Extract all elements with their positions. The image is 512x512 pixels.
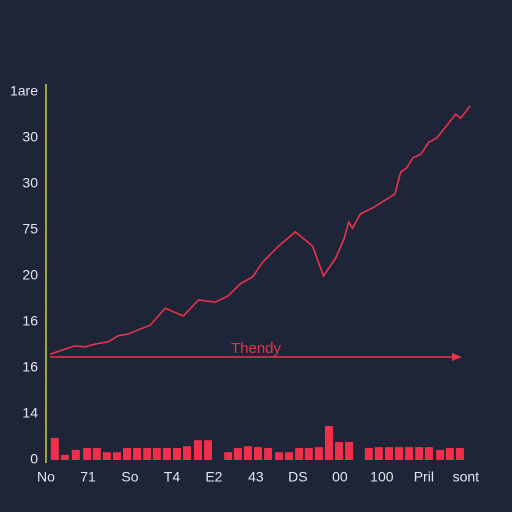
bar [102,452,111,460]
x-tick-label: So [121,469,138,485]
bar [60,454,69,460]
bar [264,448,273,460]
bar [224,452,233,460]
y-tick-label: 1are [10,83,38,99]
bar [324,425,333,460]
bar [395,447,404,460]
bar [445,448,454,460]
bar [374,447,383,460]
bar [384,447,393,460]
bar [193,440,202,460]
annotation: Thendy [231,340,282,357]
y-tick-label: 14 [22,405,38,421]
bar [152,448,161,460]
y-tick-label: 75 [22,221,38,237]
bar [405,447,414,460]
y-tick-label: 0 [30,451,38,467]
y-tick-label: 20 [22,267,38,283]
bar [112,452,121,460]
bar [415,447,424,460]
x-tick-label: 71 [80,469,96,485]
x-tick-label: E2 [205,469,222,485]
bar [162,448,171,460]
bar [50,437,59,460]
bar [364,448,373,460]
arrow-head [452,353,462,361]
bar [274,452,283,460]
x-tick-label: 100 [370,469,394,485]
bar [143,448,152,460]
bar [314,447,323,460]
bar [436,449,445,460]
x-tick-label: Pril [414,469,434,485]
bar [424,447,433,460]
bar [243,446,252,460]
x-tick-label: DS [288,469,307,485]
bar [233,448,242,460]
y-tick-label: 30 [22,129,38,145]
bar [335,442,344,460]
bar [204,440,213,460]
bar [455,448,464,460]
x-tick-label: No [37,469,55,485]
bar [295,448,304,460]
x-tick-label: 00 [332,469,348,485]
bar [172,448,181,460]
bar [71,449,80,460]
bar [254,447,262,460]
x-tick-label: sont [453,469,480,485]
bar [83,448,92,460]
bar [133,448,142,460]
bar [123,448,132,460]
line [49,105,471,355]
bar [183,446,192,460]
bar [285,452,294,460]
bar [92,448,101,460]
y-tick-label: 30 [22,175,38,191]
x-tick-label: 43 [248,469,264,485]
bar [345,442,354,460]
bar [304,448,313,460]
x-tick-label: T4 [164,469,181,485]
y-tick-label: 16 [22,313,38,329]
y-tick-label: 16 [22,359,38,375]
